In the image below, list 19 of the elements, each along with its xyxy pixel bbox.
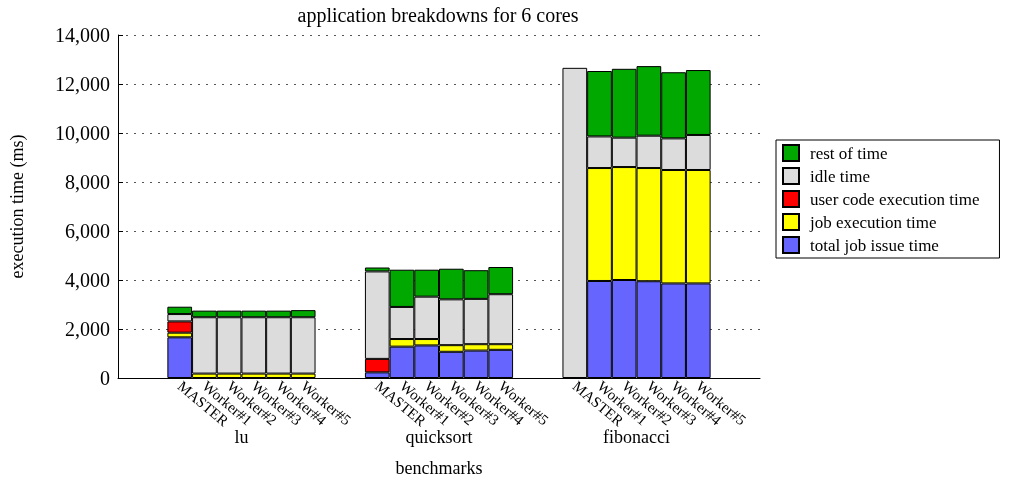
y-tick-label: 4,000 xyxy=(65,269,110,291)
chart-title: application breakdowns for 6 cores xyxy=(297,4,579,27)
y-tick-label: 0 xyxy=(100,367,110,389)
y-axis-title: execution time (ms) xyxy=(7,134,28,279)
legend-label: job execution time xyxy=(809,212,937,232)
x-axis-title: benchmarks xyxy=(395,458,483,478)
y-tick-label: 14,000 xyxy=(55,24,110,46)
y-tick-label: 10,000 xyxy=(55,122,110,144)
legend-label: total job issue time xyxy=(810,235,939,255)
y-tick-label: 12,000 xyxy=(55,73,110,95)
y-tick-label: 2,000 xyxy=(65,318,110,340)
text: fibonacci xyxy=(603,427,671,447)
legend-label: user code execution time xyxy=(810,189,980,209)
y-tick-label: 8,000 xyxy=(65,171,110,193)
text: quicksort xyxy=(405,427,473,447)
legend-label: rest of time xyxy=(810,143,888,163)
y-tick-label: 6,000 xyxy=(65,220,110,242)
text: lu xyxy=(234,427,249,447)
legend-label: idle time xyxy=(810,166,870,186)
